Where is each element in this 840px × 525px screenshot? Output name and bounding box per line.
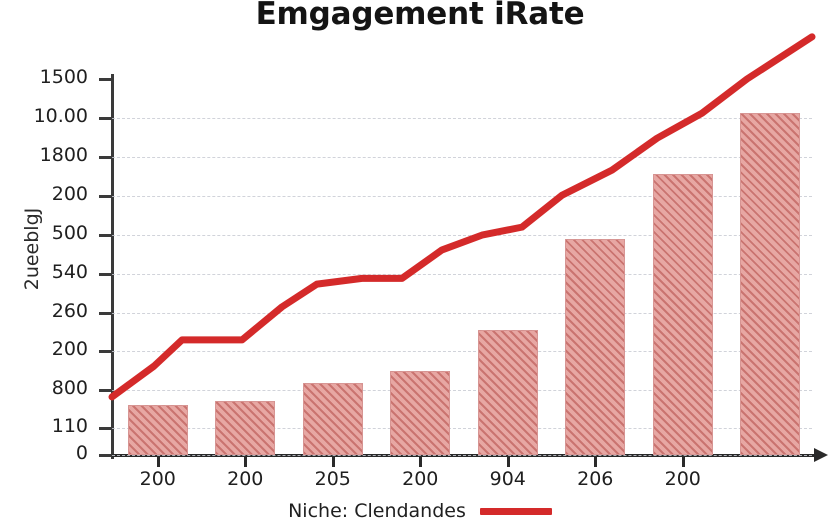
x-axis-tick [244,455,248,467]
legend-label: Niche: Clendandes [288,500,466,522]
y-axis-tick [99,195,112,198]
y-axis-tick-label: 0 [75,442,88,464]
x-axis-tick [681,455,685,467]
x-axis-tick [506,455,510,467]
x-axis-tick-label: 200 [139,468,176,490]
gridline [112,157,812,158]
y-axis-tick-label: 200 [51,338,88,360]
bar [565,238,626,455]
y-axis-tick [99,350,112,353]
y-axis-tick-label: 1500 [39,66,88,88]
legend-line-swatch [479,507,552,515]
y-axis-tick-label: 260 [51,300,88,322]
y-axis-tick-label: 500 [51,222,88,244]
x-axis-tick [331,455,335,467]
x-axis-tick-label: 200 [402,468,439,490]
x-axis-tick-label: 206 [577,468,614,490]
bar [740,113,801,455]
bar [390,370,451,455]
x-axis-tick-label: 904 [489,468,526,490]
bar [215,401,276,455]
y-axis-tick [99,156,112,159]
gridline [112,428,812,429]
plot-area [108,33,816,456]
y-axis-tick [99,78,112,81]
y-axis-tick-label: 540 [51,261,88,283]
y-axis-tick [99,389,112,392]
bar [127,404,188,455]
y-axis-tick [99,427,112,430]
y-axis-tick [99,273,112,276]
y-axis-tick [99,312,112,315]
bar [477,329,538,455]
x-axis-tick-label: 205 [314,468,351,490]
gridline [112,455,812,456]
bar [302,383,363,455]
y-axis-tick-label: 1800 [39,144,88,166]
x-axis-tick-label: 200 [227,468,264,490]
y-axis-tick [99,117,112,120]
bar [652,173,713,455]
y-axis-tick [99,234,112,237]
chart-title: Emgagement iRate [255,0,585,32]
x-axis-tick-label: 200 [664,468,701,490]
x-axis-tick [156,455,160,467]
y-axis-tick-label: 800 [51,377,88,399]
y-axis-tick-label: 200 [51,183,88,205]
x-axis-tick [419,455,423,467]
x-axis-arrow-icon [814,448,828,462]
gridline [112,118,812,119]
y-axis-tick-label: 10.00 [33,105,88,127]
y-axis-tick [99,454,112,457]
y-axis-tick-label: 110 [51,415,88,437]
chart-legend: Niche: Clendandes [0,500,840,522]
x-axis-tick [594,455,598,467]
